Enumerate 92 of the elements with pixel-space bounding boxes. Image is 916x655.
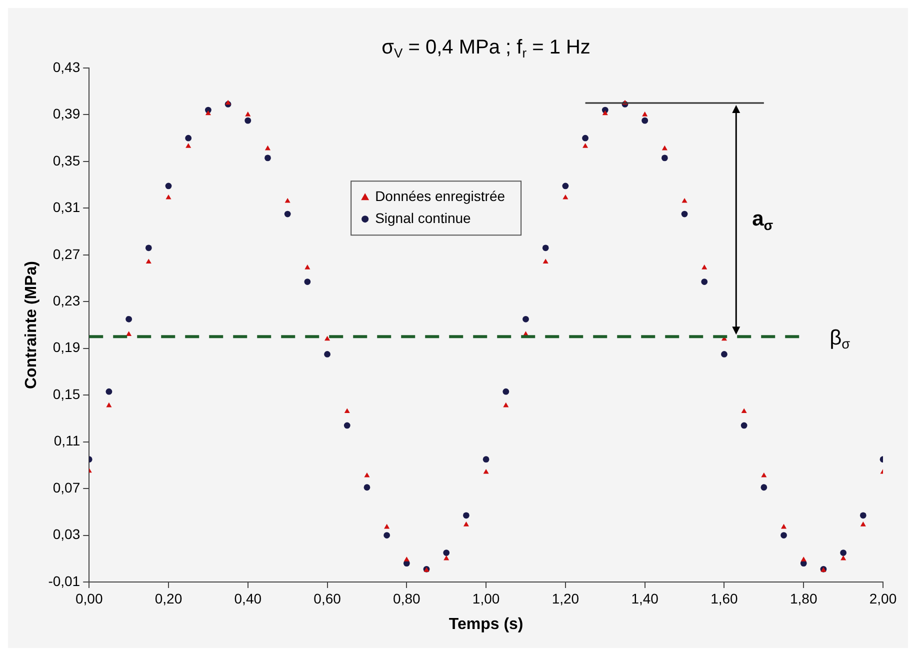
point — [264, 154, 271, 162]
point — [780, 532, 787, 538]
point — [284, 198, 290, 203]
point — [364, 484, 370, 491]
x-tick-label: 0,60 — [314, 590, 342, 606]
x-tick-label: 0,00 — [75, 590, 103, 606]
point — [760, 484, 768, 491]
point — [384, 532, 390, 538]
y-tick-label: 0,07 — [52, 479, 80, 496]
point — [761, 472, 767, 478]
point — [800, 556, 806, 562]
point — [126, 316, 132, 322]
point — [642, 112, 648, 116]
legend-label: Données enregistrée — [375, 188, 506, 204]
point — [840, 550, 847, 556]
point — [304, 264, 310, 270]
point — [681, 210, 688, 218]
x-tick-label: 1,40 — [631, 590, 659, 606]
point — [463, 512, 470, 519]
y-tick-label: 0,31 — [52, 199, 80, 216]
y-tick-label: 0,11 — [54, 432, 80, 449]
point — [185, 134, 192, 142]
point — [602, 110, 608, 116]
point — [483, 468, 489, 474]
y-tick-label: 0,35 — [52, 152, 80, 168]
point — [642, 117, 648, 124]
point — [741, 408, 747, 414]
point — [542, 258, 548, 264]
point — [482, 456, 490, 463]
x-tick-label: 0,20 — [154, 590, 182, 606]
point — [721, 351, 728, 358]
x-axis-title: Temps (s) — [448, 616, 524, 633]
point — [404, 556, 410, 562]
point — [205, 110, 211, 116]
point — [840, 555, 846, 560]
point — [542, 244, 549, 252]
y-tick-label: 0,39 — [52, 106, 80, 122]
point — [364, 472, 370, 478]
point — [324, 351, 330, 358]
point — [860, 522, 866, 526]
point — [682, 198, 688, 203]
point — [126, 331, 132, 336]
point — [165, 182, 172, 190]
point — [562, 194, 568, 200]
point — [225, 100, 231, 105]
y-tick-label: 0,03 — [52, 526, 80, 542]
point — [324, 336, 330, 341]
x-tick-label: 1,60 — [710, 590, 738, 606]
point — [166, 194, 172, 200]
point — [702, 264, 708, 270]
point — [860, 512, 866, 519]
y-tick-label: -0,01 — [48, 572, 80, 589]
point — [344, 408, 350, 414]
point — [106, 402, 112, 408]
x-tick-label: 0,80 — [393, 590, 421, 606]
y-tick-label: 0,43 — [52, 58, 80, 75]
x-tick-label: 2,00 — [869, 590, 897, 606]
point — [463, 522, 469, 526]
y-tick-label: 0,19 — [52, 339, 80, 356]
point — [304, 278, 311, 285]
point — [780, 524, 787, 529]
point — [344, 422, 350, 429]
point — [582, 143, 588, 148]
point — [186, 143, 192, 148]
point — [503, 402, 509, 408]
y-axis-title: Contrainte (MPa) — [23, 261, 40, 389]
point — [740, 422, 748, 429]
point — [106, 388, 112, 395]
point — [264, 145, 271, 150]
x-tick-label: 1,00 — [472, 590, 500, 606]
legend-label: Signal continue — [375, 210, 472, 226]
x-tick-label: 0,40 — [234, 590, 262, 606]
y-tick-label: 0,23 — [52, 292, 80, 308]
point — [661, 154, 668, 162]
point — [662, 145, 668, 150]
point — [562, 182, 569, 190]
point — [146, 258, 152, 264]
point — [145, 244, 152, 252]
point — [522, 316, 529, 322]
y-tick-label: 0,27 — [52, 246, 80, 262]
point — [244, 117, 252, 124]
y-tick-label: 0,15 — [52, 386, 80, 402]
x-tick-label: 1,80 — [790, 590, 818, 606]
point — [582, 134, 588, 142]
point — [701, 278, 708, 285]
point — [443, 550, 450, 556]
point — [284, 210, 291, 218]
point — [502, 388, 510, 395]
point — [384, 524, 390, 529]
x-tick-label: 1,20 — [552, 590, 580, 606]
point — [444, 555, 450, 560]
point — [245, 112, 251, 116]
